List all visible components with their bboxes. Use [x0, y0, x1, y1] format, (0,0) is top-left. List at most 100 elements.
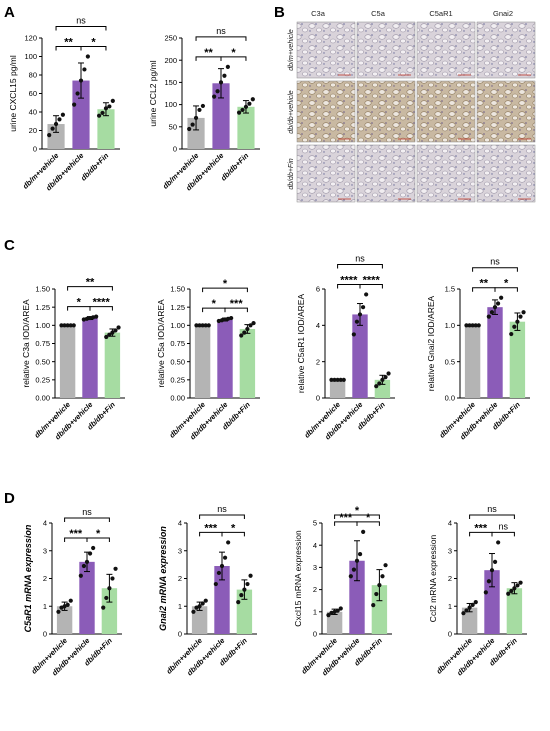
data-point	[351, 332, 356, 337]
y-tick-label: 3	[43, 546, 47, 555]
y-axis-label: Gnai2 mRNA expression	[158, 526, 168, 631]
y-tick-label: 1.5	[445, 285, 455, 294]
micrograph-image	[356, 21, 416, 79]
micrograph-image	[296, 144, 356, 203]
significance-bracket	[89, 306, 113, 311]
data-point	[84, 559, 90, 564]
y-tick-label: 80	[29, 71, 37, 80]
significance-bracket	[469, 514, 515, 519]
data-point	[521, 310, 526, 315]
y-axis-label: relative Gnai2 IOD/AREA	[426, 295, 436, 391]
y-tick-label: 4	[178, 519, 182, 528]
data-point	[509, 331, 514, 337]
bar-2	[506, 588, 523, 634]
data-point	[518, 580, 523, 585]
data-point	[383, 563, 388, 568]
data-point	[242, 330, 247, 335]
data-point	[236, 599, 241, 605]
bar-0	[464, 325, 481, 398]
data-point	[361, 529, 366, 534]
data-point	[250, 97, 255, 102]
data-point	[467, 605, 472, 610]
micrograph-grid: C3a C5a C5aR1 Gnai2 db/m+vehicle db/db+v…	[288, 9, 536, 203]
bar-1	[217, 319, 233, 398]
y-axis-label: urine CXCL15 pg/ml	[8, 55, 18, 132]
data-point	[515, 319, 520, 324]
significance-label: ns	[76, 16, 86, 26]
y-tick-label: 2	[316, 357, 320, 366]
data-point	[56, 609, 61, 614]
y-tick-label: 250	[164, 34, 177, 43]
data-point	[197, 107, 202, 113]
y-tick-label: 100	[24, 52, 37, 61]
significance-bracket	[359, 283, 383, 289]
micrograph-image	[476, 80, 536, 143]
data-point	[103, 106, 109, 111]
data-point	[236, 110, 242, 115]
bar-0	[191, 606, 208, 634]
data-point	[206, 323, 211, 328]
data-point	[197, 604, 202, 609]
bar-1	[212, 83, 230, 149]
panel-letter-d: D	[4, 490, 15, 507]
y-tick-label: 0.75	[170, 339, 185, 348]
y-tick-label: 100	[164, 100, 177, 109]
data-point	[470, 323, 475, 328]
data-point	[357, 312, 363, 317]
data-point	[113, 566, 118, 571]
micrograph-col-c5a: C5a	[371, 9, 386, 18]
bar-1	[349, 560, 365, 634]
significance-label: ns	[82, 507, 92, 517]
significance-bracket	[199, 514, 245, 519]
bar-1	[487, 307, 503, 398]
bar-2	[371, 585, 388, 634]
data-point	[329, 377, 334, 382]
data-point	[101, 605, 106, 610]
significance-label: *	[231, 47, 236, 59]
data-point	[248, 573, 253, 578]
data-point	[332, 377, 337, 382]
y-tick-label: 2	[313, 585, 317, 594]
data-point	[53, 121, 59, 127]
data-point	[245, 581, 250, 587]
significance-bracket	[67, 286, 113, 291]
significance-label: ***	[474, 522, 488, 534]
data-point	[68, 323, 73, 328]
data-point	[251, 321, 256, 326]
significance-label: ***	[204, 522, 218, 534]
data-point	[360, 305, 366, 310]
significance-label: ****	[93, 297, 111, 309]
data-point	[47, 133, 52, 138]
data-point	[72, 102, 77, 107]
significance-label: **	[480, 278, 489, 290]
panel-letter-b: B	[274, 4, 285, 21]
panel-letter-c: C	[4, 237, 15, 254]
data-point	[226, 540, 231, 545]
y-tick-label: 60	[29, 89, 37, 98]
data-point	[383, 375, 388, 380]
bar-1	[79, 561, 95, 634]
y-tick-label: 0.50	[35, 357, 50, 366]
data-point	[377, 381, 382, 386]
data-point	[96, 113, 102, 118]
data-point	[354, 319, 360, 324]
y-tick-label: 0	[313, 630, 317, 639]
chart-c2: 0.00 0.25 0.50 0.75 1.00 1.25 1.50 relative C5a…	[156, 278, 260, 441]
significance-label: *	[504, 278, 509, 290]
data-point	[78, 78, 84, 83]
significance-label: ns	[498, 521, 508, 531]
significance-label: ns	[490, 257, 500, 267]
significance-label: ****	[340, 274, 358, 286]
significance-label: **	[64, 37, 73, 49]
data-point	[213, 581, 218, 587]
data-point	[473, 323, 478, 328]
data-point	[512, 586, 517, 591]
data-point	[464, 323, 469, 328]
micrograph-col-c5ar1: C5aR1	[429, 9, 452, 18]
data-point	[50, 126, 55, 131]
micrograph-col-c3a: C3a	[311, 9, 326, 18]
data-point	[506, 591, 511, 596]
data-point	[247, 101, 252, 106]
